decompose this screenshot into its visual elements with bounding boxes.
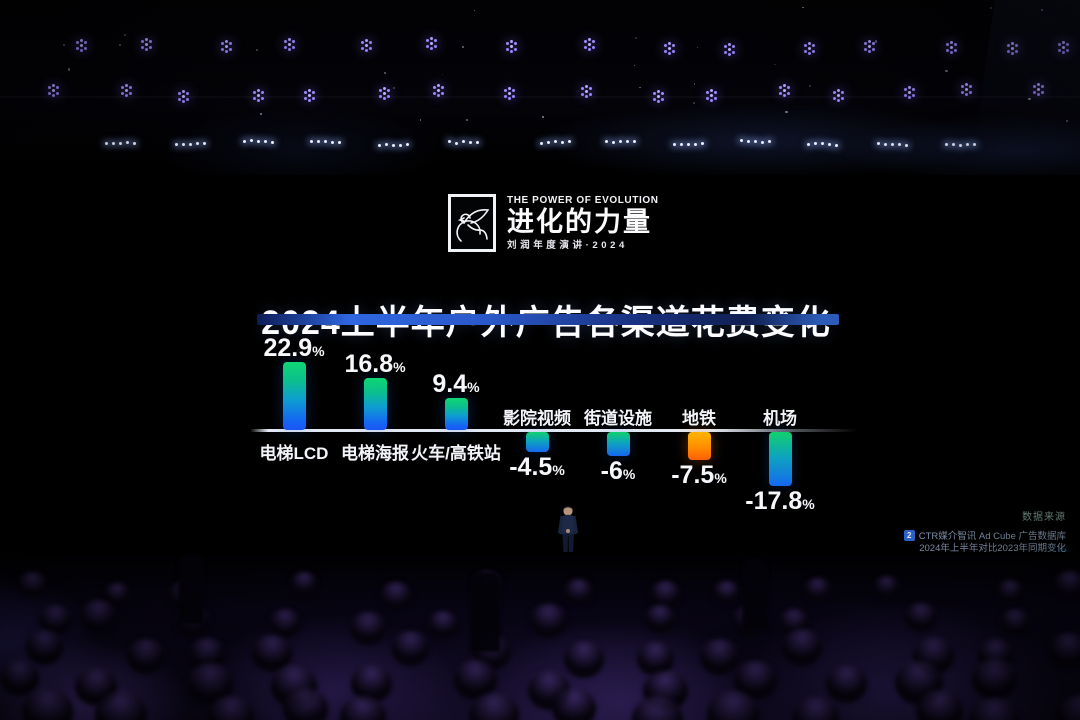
citation-badge: 2 <box>903 530 915 541</box>
data-source-block: 数据来源 2 CTR媒介智讯 Ad Cube 广告数据库 2024年上半年对比20… <box>903 508 1066 555</box>
value-label: 9.4% <box>386 371 526 400</box>
chart-bar <box>444 398 468 430</box>
audience-head <box>380 582 413 612</box>
audience-head <box>996 579 1023 604</box>
audience-head <box>792 697 839 720</box>
audience-head <box>18 571 47 598</box>
axis-baseline <box>250 429 858 432</box>
audience-head <box>564 641 605 679</box>
chart-bar <box>363 378 387 430</box>
audience-head <box>1057 695 1080 720</box>
chart-bar <box>525 432 549 452</box>
standing-silhouette <box>742 558 768 630</box>
audience-head <box>79 600 117 635</box>
audience-head <box>713 580 740 606</box>
audience-crowd <box>0 552 1080 720</box>
audience-head <box>391 631 430 666</box>
audience-head <box>551 687 597 720</box>
value-label: -17.8% <box>710 488 850 517</box>
value-number: 9.4 <box>432 370 468 398</box>
standing-silhouette <box>178 554 204 624</box>
audience-head <box>529 603 568 638</box>
audience-head <box>915 690 963 720</box>
audience-head <box>126 638 165 674</box>
audience-head <box>873 575 899 600</box>
audience-head <box>291 571 318 596</box>
standing-silhouette <box>470 572 500 652</box>
percent-sign: % <box>467 379 480 395</box>
audience-head <box>427 611 459 640</box>
audience-head <box>905 602 937 632</box>
value-number: -4.5 <box>509 453 553 481</box>
audience-head <box>1053 571 1080 601</box>
audience-head <box>282 688 328 720</box>
audience-head <box>968 698 1020 720</box>
chart-bar <box>768 432 792 486</box>
percent-sign: % <box>802 496 815 512</box>
data-source-line-1: 2 CTR媒介智讯 Ad Cube 广告数据库 <box>903 530 1066 543</box>
chart-bar <box>282 362 306 430</box>
audience-head <box>1048 633 1080 669</box>
value-number: -17.8 <box>745 487 803 515</box>
chart-bar <box>687 432 711 460</box>
audience-head <box>826 665 868 703</box>
value-number: -7.5 <box>671 461 715 489</box>
audience-head <box>21 688 73 720</box>
audience-head <box>564 578 594 606</box>
audience-head <box>971 658 1018 701</box>
audience-head <box>781 629 823 667</box>
value-number: -6 <box>600 457 623 485</box>
data-source-text-1: CTR媒介智讯 Ad Cube 广告数据库 <box>918 531 1066 542</box>
audience-head <box>700 638 740 675</box>
category-label: 机场 <box>763 409 797 428</box>
audience-head <box>804 578 831 603</box>
audience-head <box>645 605 675 633</box>
audience-head <box>269 609 301 639</box>
audience-head <box>25 630 64 665</box>
audience-head <box>1000 608 1030 636</box>
chart-bar <box>606 432 630 456</box>
data-source-label: 数据来源 <box>1022 512 1066 523</box>
audience-head <box>349 612 386 646</box>
percent-sign: % <box>714 470 727 486</box>
